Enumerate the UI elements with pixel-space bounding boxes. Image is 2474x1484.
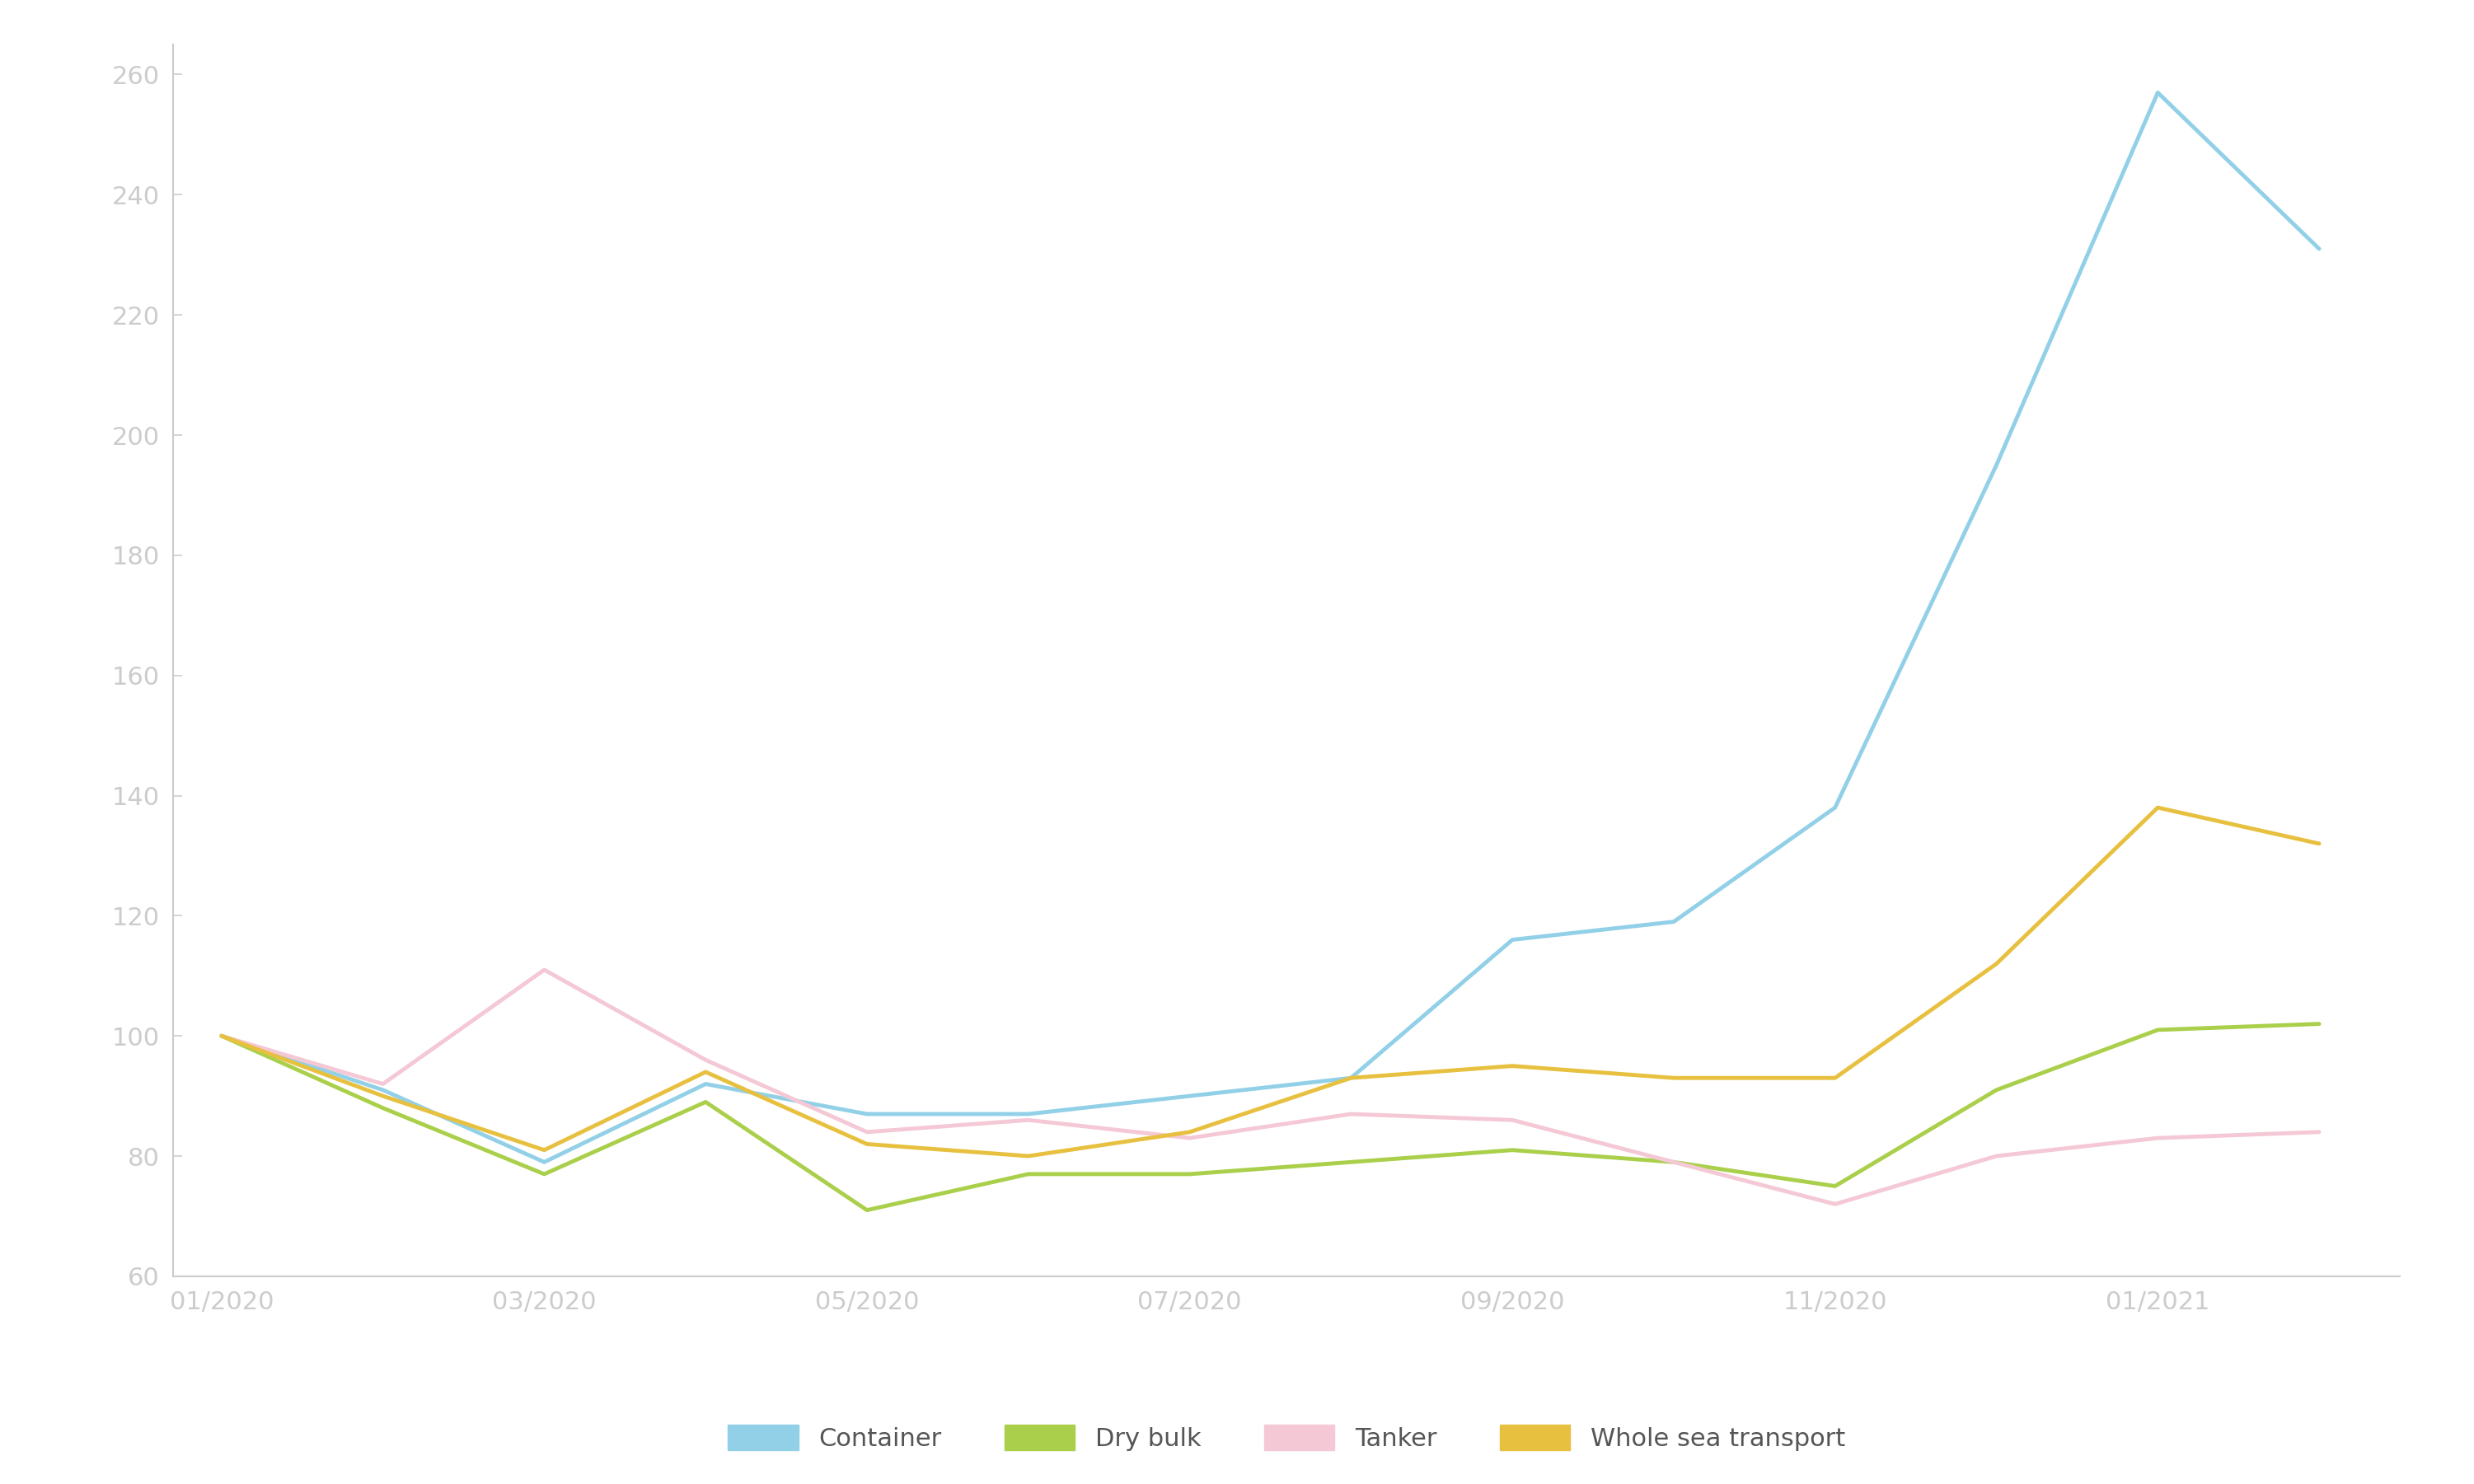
Tanker — [369, 1074, 398, 1092]
Tanker — [1660, 1153, 1690, 1171]
Dry bulk — [529, 1165, 559, 1183]
Tanker — [690, 1051, 720, 1068]
Container — [1660, 913, 1690, 930]
Container — [529, 1153, 559, 1171]
Tanker — [851, 1123, 881, 1141]
Line: Whole sea transport: Whole sea transport — [223, 807, 2318, 1156]
Dry bulk — [1336, 1153, 1366, 1171]
Dry bulk — [1497, 1141, 1526, 1159]
Tanker — [208, 1027, 238, 1045]
Container — [2142, 83, 2172, 101]
Tanker — [1982, 1147, 2011, 1165]
Dry bulk — [1175, 1165, 1205, 1183]
Dry bulk — [2142, 1021, 2172, 1039]
Tanker — [2142, 1129, 2172, 1147]
Whole sea transport — [851, 1135, 881, 1153]
Container — [1982, 456, 2011, 473]
Container — [1175, 1088, 1205, 1106]
Container — [1821, 798, 1851, 816]
Whole sea transport — [208, 1027, 238, 1045]
Whole sea transport — [1660, 1068, 1690, 1086]
Whole sea transport — [2303, 834, 2333, 852]
Container — [208, 1027, 238, 1045]
Dry bulk — [208, 1027, 238, 1045]
Dry bulk — [1660, 1153, 1690, 1171]
Tanker — [2303, 1123, 2333, 1141]
Whole sea transport — [369, 1088, 398, 1106]
Whole sea transport — [1014, 1147, 1044, 1165]
Legend: Container, Dry bulk, Tanker, Whole sea transport: Container, Dry bulk, Tanker, Whole sea t… — [727, 1425, 1846, 1451]
Tanker — [1175, 1129, 1205, 1147]
Whole sea transport — [2142, 798, 2172, 816]
Container — [2303, 240, 2333, 258]
Line: Container: Container — [223, 92, 2318, 1162]
Container — [1497, 930, 1526, 948]
Whole sea transport — [1982, 954, 2011, 972]
Whole sea transport — [1336, 1068, 1366, 1086]
Dry bulk — [851, 1201, 881, 1218]
Whole sea transport — [690, 1063, 720, 1080]
Line: Dry bulk: Dry bulk — [223, 1024, 2318, 1209]
Line: Tanker: Tanker — [223, 971, 2318, 1204]
Dry bulk — [1982, 1080, 2011, 1098]
Dry bulk — [1014, 1165, 1044, 1183]
Whole sea transport — [1497, 1057, 1526, 1074]
Whole sea transport — [1821, 1068, 1851, 1086]
Dry bulk — [2303, 1015, 2333, 1033]
Tanker — [1014, 1112, 1044, 1129]
Dry bulk — [690, 1094, 720, 1112]
Tanker — [1336, 1106, 1366, 1123]
Whole sea transport — [1175, 1123, 1205, 1141]
Container — [1336, 1068, 1366, 1086]
Tanker — [1821, 1195, 1851, 1212]
Container — [1014, 1106, 1044, 1123]
Dry bulk — [369, 1100, 398, 1117]
Container — [690, 1074, 720, 1092]
Whole sea transport — [529, 1141, 559, 1159]
Tanker — [1497, 1112, 1526, 1129]
Tanker — [529, 962, 559, 979]
Dry bulk — [1821, 1177, 1851, 1195]
Container — [851, 1106, 881, 1123]
Container — [369, 1080, 398, 1098]
